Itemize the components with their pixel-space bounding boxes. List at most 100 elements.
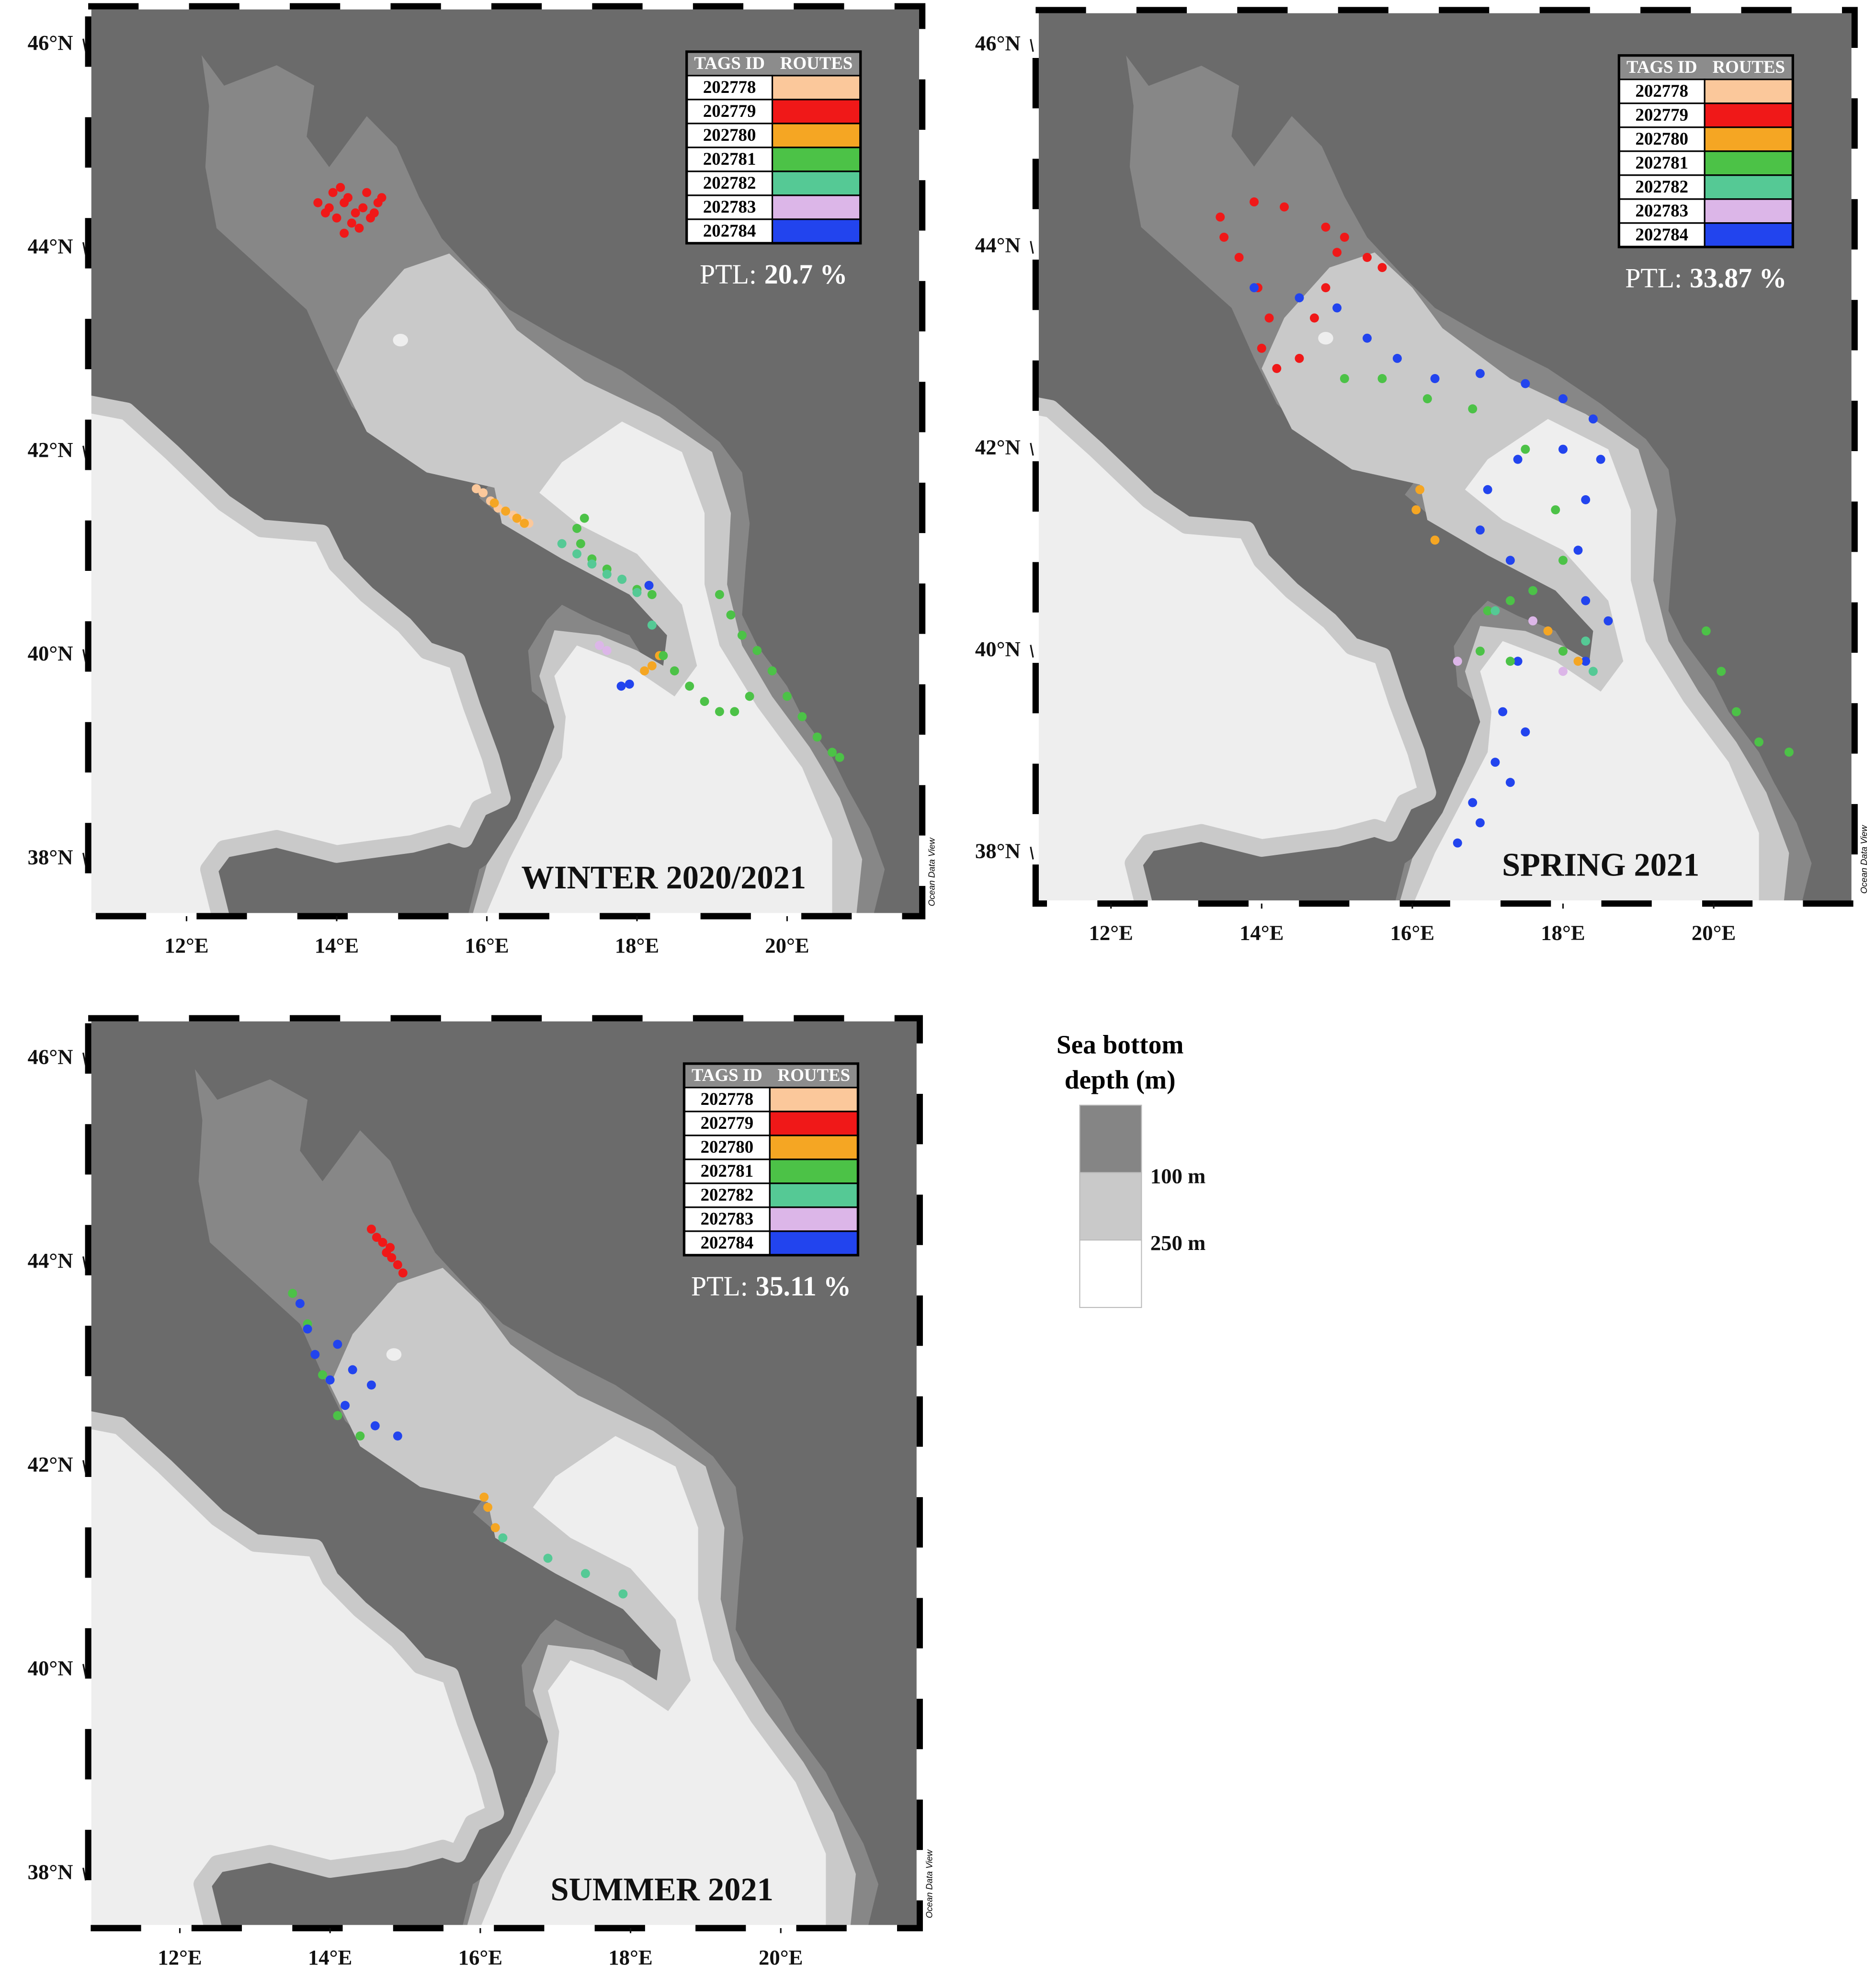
track-point: [501, 506, 511, 516]
track-point: [1264, 313, 1274, 323]
legend-cell: [686, 75, 773, 101]
track-point: [543, 1554, 553, 1563]
legend-swatch: [1704, 222, 1794, 248]
legend-swatch: [771, 99, 862, 125]
lat-tick: [1030, 443, 1034, 456]
lat-label: 44°N: [28, 1249, 73, 1272]
lat-tick: [82, 1460, 87, 1473]
track-point: [1528, 586, 1538, 595]
lat-label: 40°N: [28, 1656, 73, 1680]
track-point: [618, 1589, 628, 1599]
tag-legend: TAGS ID ROUTES 202778 202779 202780 202781 202…: [1617, 54, 1795, 249]
legend-tag: 202781: [701, 1161, 753, 1181]
track-point: [580, 513, 589, 523]
deep: [480, 1436, 826, 1929]
lat-tick: [82, 1052, 87, 1066]
track-point: [1521, 727, 1530, 737]
lat-label: 42°N: [975, 435, 1021, 459]
track-point: [576, 539, 585, 548]
track-point: [1332, 303, 1342, 313]
track-point: [1422, 394, 1432, 404]
track-point: [1411, 505, 1421, 515]
track-point: [602, 646, 612, 655]
legend-swatch: [1704, 79, 1794, 104]
track-point: [1415, 485, 1425, 494]
legend-header: [1619, 55, 1793, 79]
track-point: [1250, 283, 1259, 293]
track-point: [340, 228, 349, 238]
track-point: [1468, 798, 1478, 807]
track-point: [1505, 556, 1515, 565]
track-point: [1295, 293, 1304, 303]
track-point: [1731, 707, 1741, 716]
track-point: [737, 631, 747, 640]
credit: Ocean Data View: [1859, 824, 1869, 894]
track-point: [1573, 657, 1583, 666]
track-point: [783, 692, 792, 701]
track-point: [1490, 758, 1500, 767]
legend-tag: 202784: [701, 1233, 753, 1252]
lat-tick: [82, 1867, 87, 1881]
legend-cell: [683, 1087, 771, 1113]
tag-legend: TAGS ID ROUTES 202778 202779 202780 202781 202…: [685, 50, 862, 245]
lat-tick: [82, 242, 87, 255]
track-point: [1558, 394, 1568, 404]
legend-tag: 202784: [1636, 225, 1688, 244]
track-point: [1551, 505, 1560, 515]
legend-tag: 202778: [703, 77, 756, 97]
track-point: [336, 182, 345, 192]
track-point: [366, 1380, 376, 1390]
track-point: [1476, 525, 1485, 535]
legend-swatch: [771, 75, 862, 101]
track-point: [595, 641, 604, 650]
track-point: [670, 666, 679, 676]
track-point: [1257, 343, 1266, 353]
track-point: [489, 498, 499, 508]
legend-tag: 202782: [1636, 177, 1688, 196]
track-point: [512, 513, 522, 523]
lat-label: 42°N: [28, 438, 73, 462]
track-point: [1558, 667, 1568, 676]
lon-label: 18°E: [608, 1945, 652, 1969]
track-point: [340, 198, 349, 207]
track-point: [1490, 606, 1500, 615]
deep: [1413, 419, 1759, 904]
track-point: [478, 488, 488, 498]
track-point: [295, 1299, 305, 1308]
track-point: [1250, 197, 1259, 207]
legend-tag: 202779: [1636, 105, 1688, 125]
track-point: [715, 590, 724, 599]
legend-tag: 202783: [1636, 201, 1688, 220]
pit: [1318, 332, 1333, 345]
legend-swatch: [769, 1087, 859, 1113]
track-point: [580, 1569, 590, 1579]
legend-tag: 202782: [701, 1185, 753, 1204]
track-point: [835, 753, 844, 762]
track-point: [333, 1340, 342, 1349]
legend-swatch: [769, 1111, 859, 1136]
lon-label: 16°E: [465, 933, 509, 957]
track-point: [1588, 414, 1598, 424]
track-point: [1581, 495, 1591, 504]
track-point: [557, 539, 567, 548]
track-point: [362, 188, 372, 197]
track-point: [632, 588, 642, 597]
track-point: [647, 590, 657, 599]
tag-legend: TAGS ID ROUTES 202778 202779 202780 202781 202…: [682, 1062, 860, 1257]
legend-cell: [1618, 174, 1705, 200]
track-point: [355, 1431, 365, 1441]
track-point: [1581, 636, 1591, 646]
track-point: [387, 1253, 397, 1262]
track-point: [347, 218, 356, 228]
track-point: [1581, 657, 1591, 666]
legend-header-text: ROUTES: [778, 1065, 850, 1085]
track-point: [1543, 626, 1553, 636]
lon-label: 12°E: [1089, 921, 1133, 945]
legend-tag: 202782: [703, 173, 756, 193]
lon-label: 18°E: [1541, 921, 1585, 945]
season-title: SUMMER 2021: [550, 1871, 773, 1908]
track-point: [483, 1502, 492, 1512]
ptl: PTL: 35.11 %: [691, 1271, 851, 1302]
track-point: [472, 484, 481, 493]
